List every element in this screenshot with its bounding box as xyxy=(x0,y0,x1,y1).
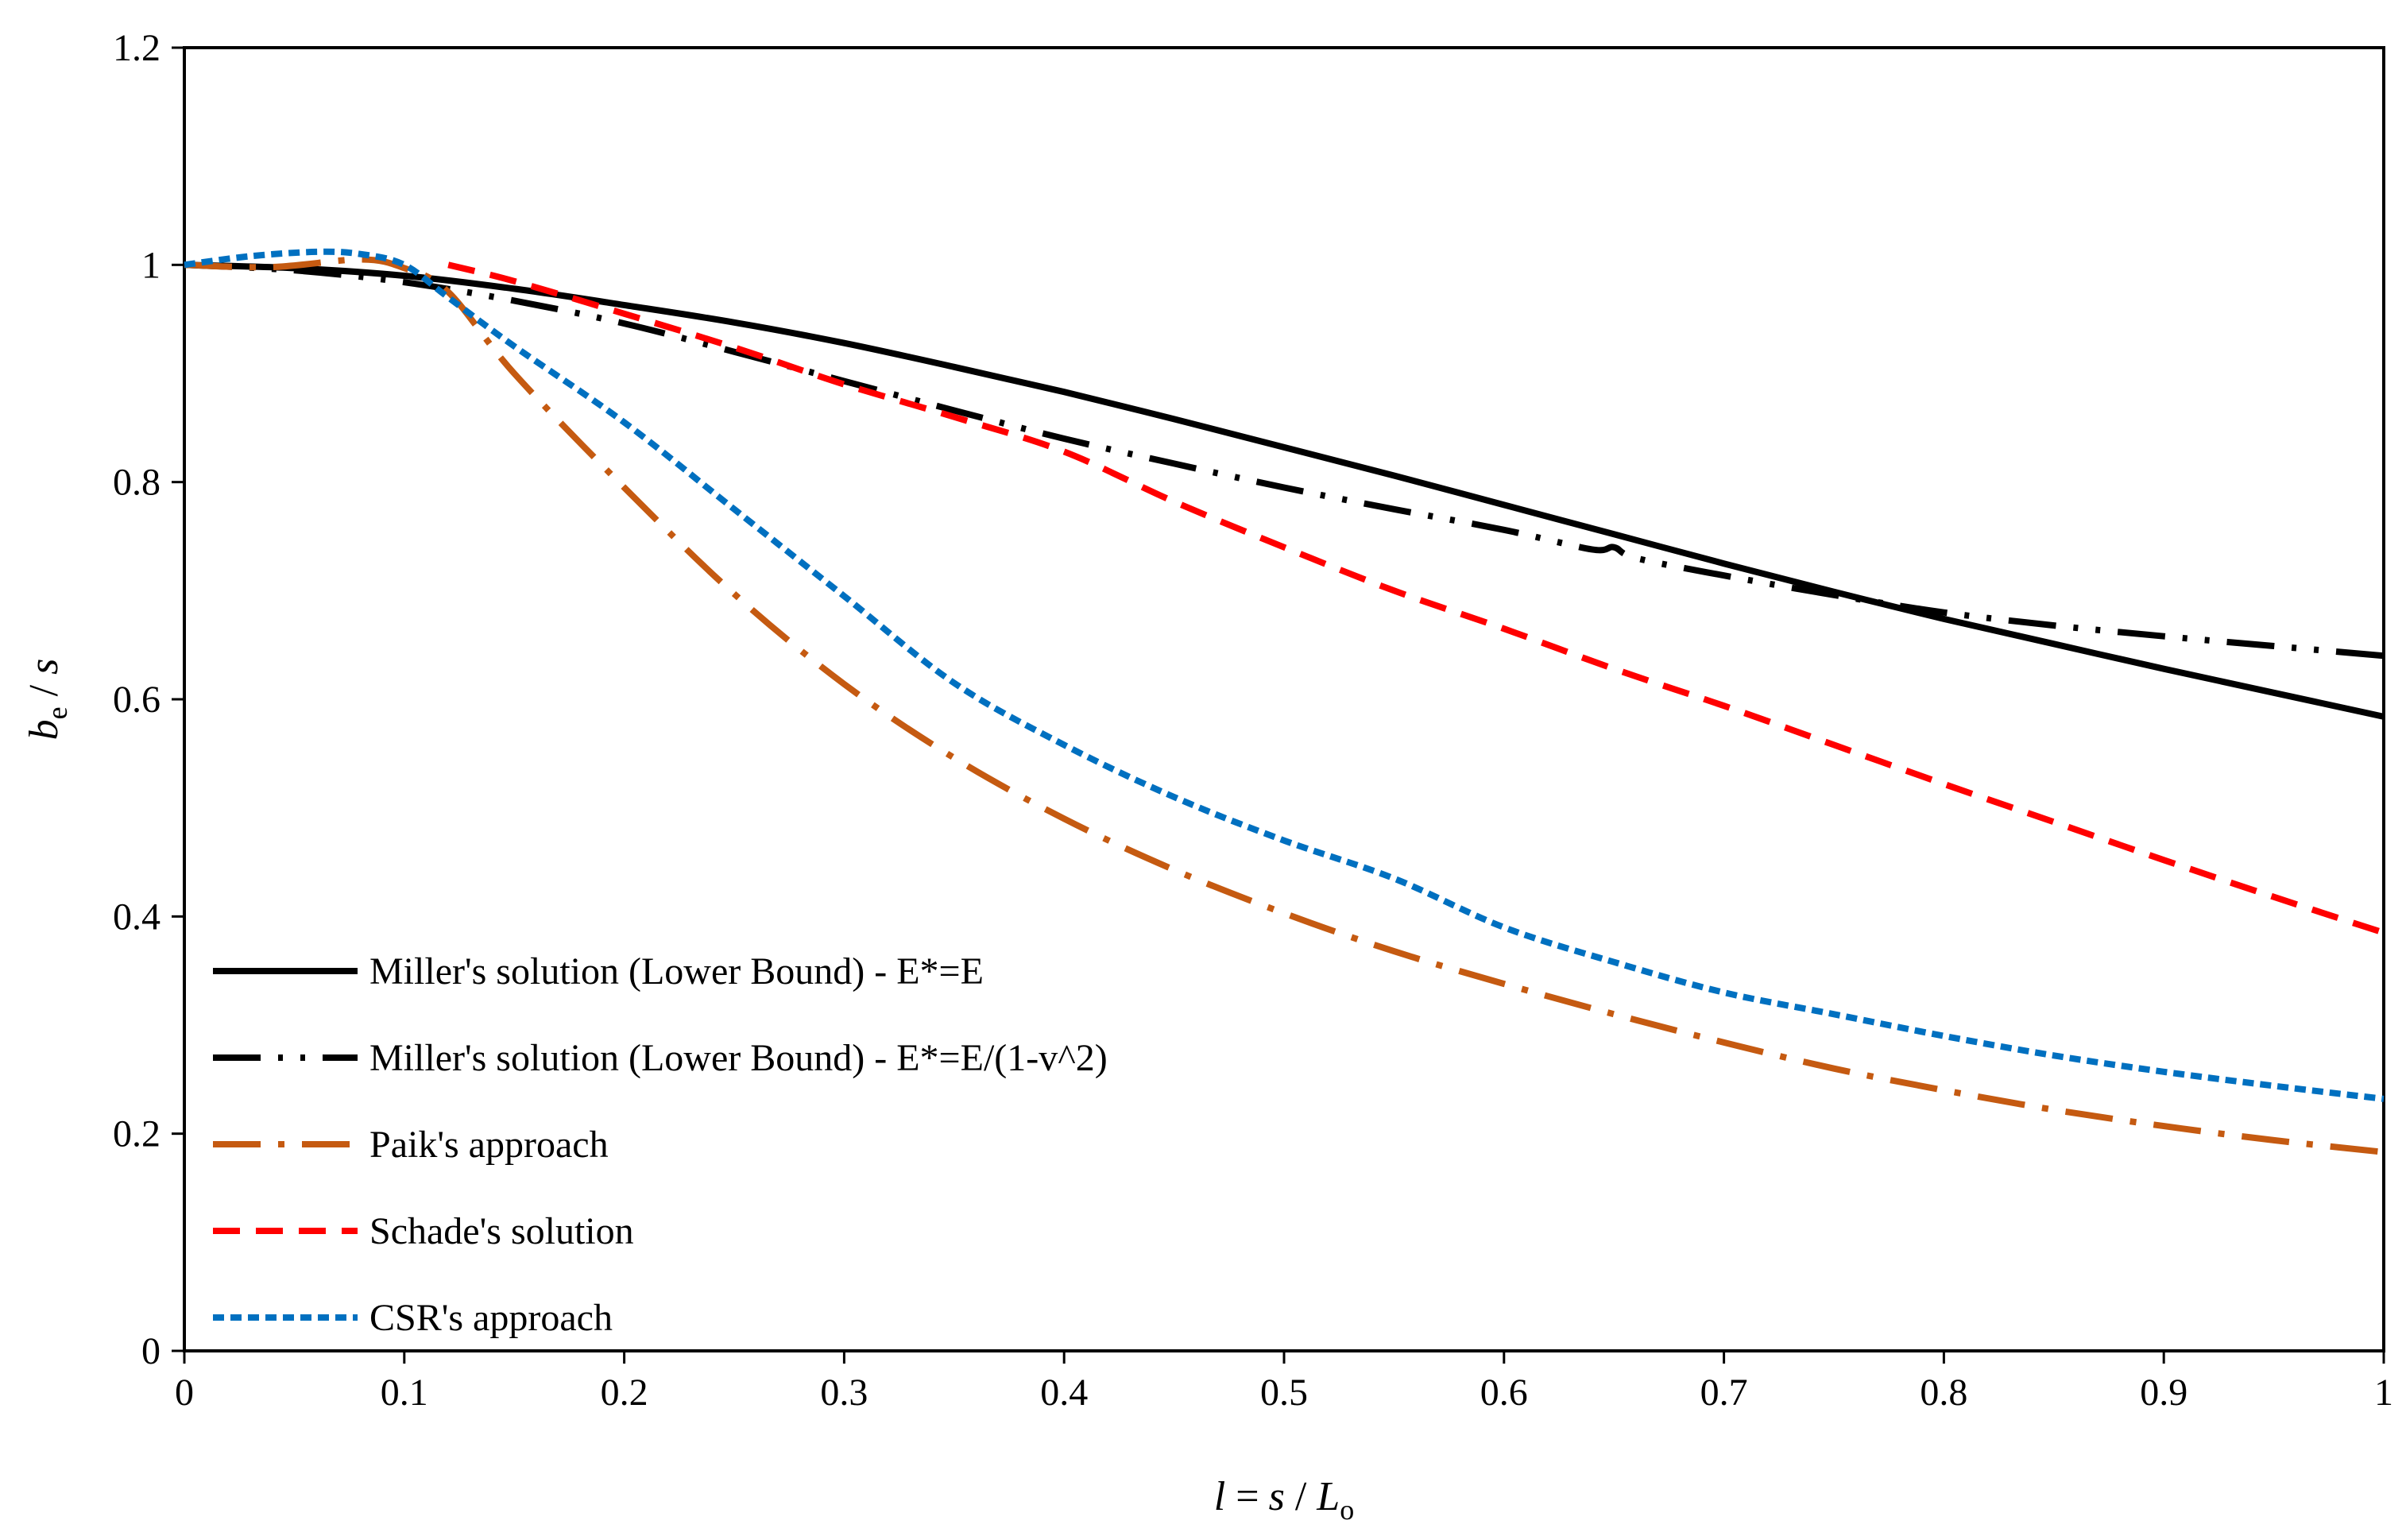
series-csr-line xyxy=(184,248,2385,1102)
x-tick-label: 0.4 xyxy=(1040,1372,1088,1414)
x-tick-label: 0.7 xyxy=(1700,1372,1748,1414)
series-paik-line xyxy=(184,256,2385,1155)
x-tick-label: 0.5 xyxy=(1260,1372,1308,1414)
x-tick-label: 0.6 xyxy=(1480,1372,1528,1414)
y-tick-label: 0.8 xyxy=(113,462,161,504)
x-axis-title-l: l xyxy=(1214,1474,1225,1519)
x-tick-label: 0.8 xyxy=(1920,1372,1967,1414)
x-axis-title-s: s xyxy=(1269,1474,1285,1519)
legend-label-series-miller-e-poisson: Miller's solution (Lower Bound) - E*=E/(… xyxy=(369,1037,1108,1079)
y-tick-label: 0.4 xyxy=(113,896,161,938)
x-tick-label: 0 xyxy=(175,1372,194,1414)
y-axis-title-sub: e xyxy=(41,706,73,719)
y-axis-title-slash: / xyxy=(21,675,67,706)
x-tick-label: 0.1 xyxy=(381,1372,428,1414)
legend: Miller's solution (Lower Bound) - E*=E Mi… xyxy=(213,950,1108,1339)
series-schade-line xyxy=(447,261,2385,936)
x-tick-label: 0.9 xyxy=(2140,1372,2187,1414)
legend-label-series-miller-e: Miller's solution (Lower Bound) - E*=E xyxy=(369,950,984,992)
x-axis-title-slash: / xyxy=(1285,1474,1317,1519)
x-axis-title-eq: = xyxy=(1225,1474,1259,1519)
legend-label-series-csr: CSR's approach xyxy=(369,1297,613,1339)
series-layer xyxy=(184,248,2385,1155)
series-miller-e-poisson-line xyxy=(184,261,2385,660)
x-axis-title-L: L xyxy=(1316,1474,1340,1519)
x-tick-label: 0.2 xyxy=(601,1372,648,1414)
series-miller-e-line xyxy=(184,261,2385,720)
axis-ticks: 0 0.1 0.2 0.3 0.4 0.5 0.6 0.7 0.8 0.9 1 0 0.2 0.4 0.6 0… xyxy=(113,27,2393,1414)
legend-label-series-paik: Paik's approach xyxy=(369,1124,609,1166)
x-tick-label: 0.3 xyxy=(820,1372,868,1414)
y-axis-title: be / s xyxy=(21,659,73,741)
y-axis-title-s: s xyxy=(21,659,67,675)
y-axis-title-b: b xyxy=(21,719,67,740)
y-tick-label: 1.2 xyxy=(113,27,161,69)
legend-label-series-schade: Schade's solution xyxy=(369,1210,634,1252)
y-tick-label: 1 xyxy=(141,244,161,286)
x-axis-title-sub: o xyxy=(1340,1494,1354,1526)
y-tick-label: 0.6 xyxy=(113,679,161,721)
y-tick-label: 0 xyxy=(141,1330,161,1372)
x-axis-title: l = s / Lo xyxy=(1214,1474,1354,1526)
y-tick-label: 0.2 xyxy=(113,1113,161,1155)
x-tick-label: 1 xyxy=(2374,1372,2393,1414)
